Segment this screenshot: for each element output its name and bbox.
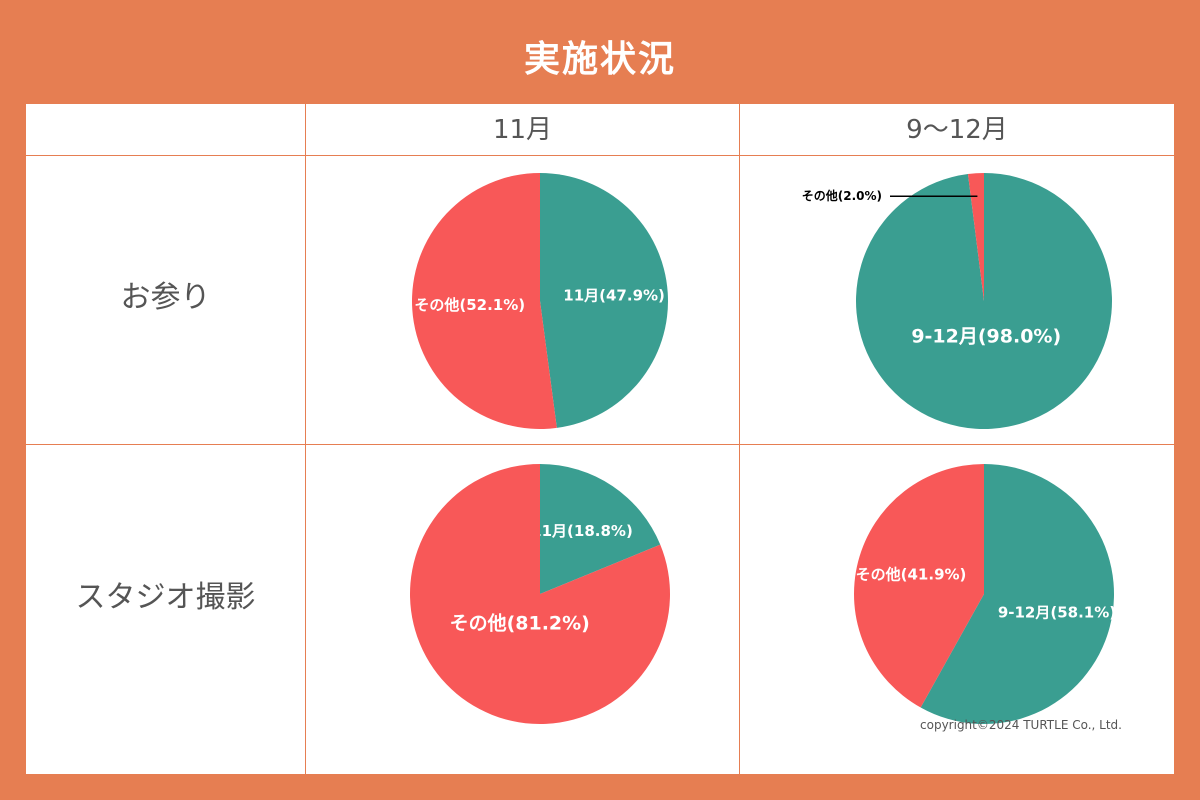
copyright-text: copyright©2024 TURTLE Co., Ltd. (920, 718, 1122, 732)
pie-chart-studio-9-12: 9-12月(58.1%) その他(41.9%) (854, 464, 1116, 724)
slice-label: その他(41.9%) (856, 566, 967, 584)
pie-slice-other (412, 173, 557, 429)
column-header-9-12: 9〜12月 (906, 115, 1008, 145)
pie-slice-other (409, 464, 670, 724)
slice-label: 11月(47.9%) (563, 287, 665, 305)
pie-slice-other (854, 464, 984, 708)
slice-label: その他(2.0%) (802, 188, 882, 203)
pie-chart-studio-11: 11月(18.8%) その他(81.2%) (409, 464, 670, 724)
slice-label: その他(81.2%) (450, 612, 590, 635)
grid-divider (739, 104, 740, 774)
grid-divider (305, 104, 306, 774)
pie-slice-other (967, 173, 984, 301)
slice-label: その他(52.1%) (414, 296, 525, 314)
pie-chart-omairi-9-12: 9-12月(98.0%) その他(2.0%) (802, 173, 1112, 429)
slice-label: 9-12月(58.1%) (998, 603, 1116, 621)
page-title: 実施状況 (523, 39, 676, 80)
slice-label: 9-12月(98.0%) (911, 325, 1061, 347)
chart-grid-panel: 11月 9〜12月 お参り スタジオ撮影 11月(47.9%) その他(52.1%… (26, 104, 1174, 774)
row-label-studio: スタジオ撮影 (75, 580, 256, 615)
grid-divider (26, 444, 1174, 445)
pie-slice-period (920, 464, 1114, 724)
pie-slice-period (540, 464, 661, 594)
pie-slice-period (540, 173, 669, 428)
pie-chart-omairi-11: 11月(47.9%) その他(52.1%) (412, 173, 669, 429)
row-label-omairi: お参り (120, 280, 211, 315)
grid-divider (26, 155, 1174, 156)
slice-label: 11月(18.8%) (531, 522, 633, 540)
column-header-11: 11月 (492, 115, 553, 145)
